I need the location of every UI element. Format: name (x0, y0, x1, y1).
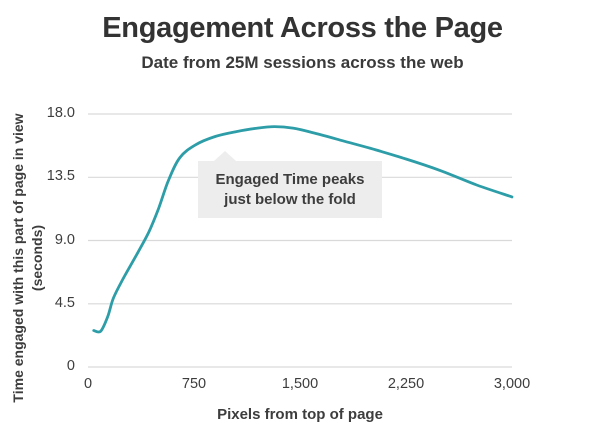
engagement-line (92, 125, 514, 334)
x-tick-label: 3,000 (493, 376, 531, 392)
annotation-line-2: just below the fold (224, 190, 356, 208)
y-tick-label: 18.0 (46, 105, 75, 121)
annotation-callout: Engaged Time peaks just below the fold (198, 151, 382, 218)
page-subtitle: Date from 25M sessions across the web (141, 53, 464, 72)
y-tick-label: 9.0 (54, 231, 75, 248)
y-tick-label: 0 (66, 358, 75, 374)
x-tick-label: 1,500 (281, 376, 319, 392)
y-tick-label: 13.5 (46, 168, 75, 185)
y-tick-label: 4.5 (54, 294, 75, 311)
x-tick-label: 0 (83, 376, 93, 392)
x-tick-label: 750 (181, 376, 207, 392)
annotation-caret-icon (214, 151, 236, 161)
annotation-line-1: Engaged Time peaks (215, 170, 365, 188)
x-tick-label: 2,250 (387, 376, 425, 392)
x-axis-title: Pixels from top of page (217, 406, 383, 423)
page-title: Engagement Across the Page (102, 12, 503, 44)
